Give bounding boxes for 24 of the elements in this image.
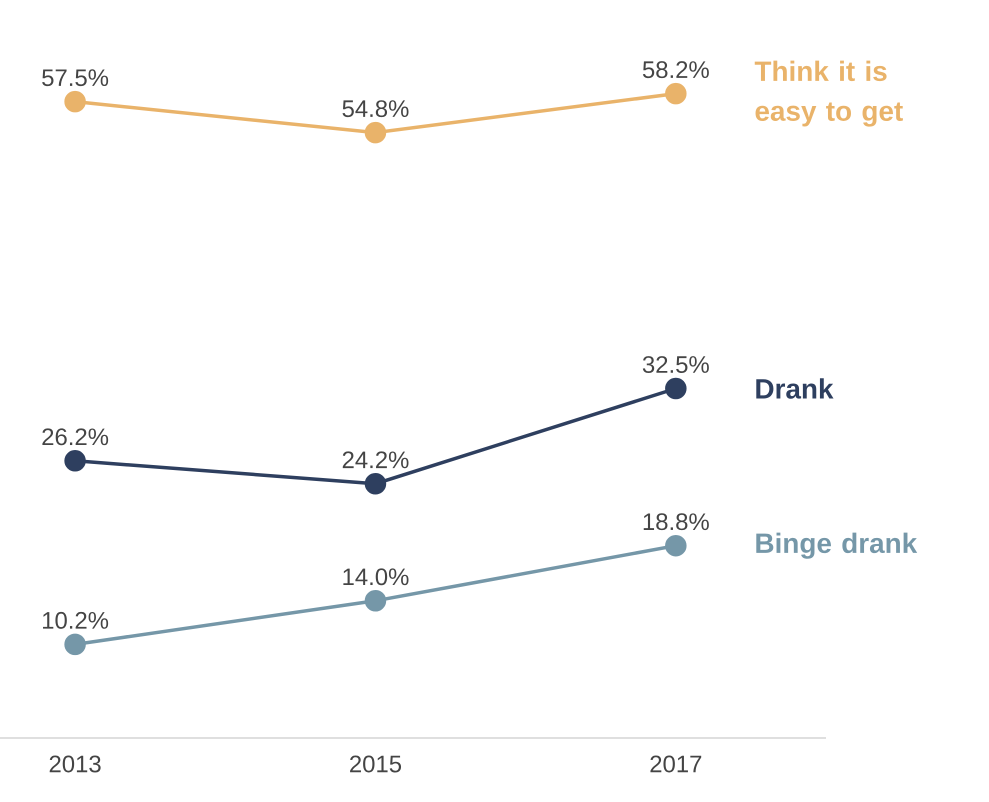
point — [364, 122, 386, 144]
data-label: 32.5% — [642, 356, 709, 373]
point — [665, 534, 687, 556]
point — [64, 90, 86, 112]
point — [64, 450, 86, 472]
x-tick-label: 2015 — [350, 756, 402, 772]
data-label: 58.2% — [642, 61, 709, 78]
point — [665, 82, 687, 104]
text: Think it is easy to get — [754, 60, 903, 127]
point — [64, 634, 86, 656]
text: Binge drank — [756, 532, 918, 559]
data-label: 54.8% — [342, 100, 408, 118]
data-label: 18.8% — [644, 513, 709, 530]
x-tick-label: 2017 — [650, 756, 702, 772]
data-label: 10.2% — [43, 612, 108, 629]
text: Drank — [756, 378, 834, 399]
x-tick-label: 2013 — [50, 756, 101, 772]
point — [364, 590, 386, 612]
point — [665, 378, 687, 400]
point — [364, 472, 386, 494]
data-label: 24.2% — [342, 451, 408, 468]
data-label: 57.5% — [42, 69, 108, 86]
data-label: 14.0% — [343, 568, 408, 586]
data-label: 26.2% — [42, 428, 108, 446]
